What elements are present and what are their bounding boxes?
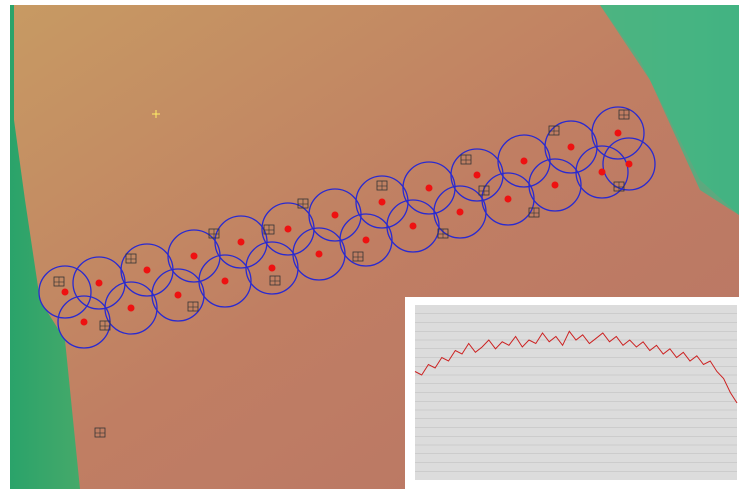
station-dot <box>269 265 276 272</box>
map-view <box>0 0 739 489</box>
station-dot <box>568 144 575 151</box>
station-dot <box>379 199 386 206</box>
station-dot <box>426 185 433 192</box>
station-dot <box>410 223 417 230</box>
station-dot <box>457 209 464 216</box>
station-dot <box>81 319 88 326</box>
station-dot <box>474 172 481 179</box>
station-dot <box>626 161 633 168</box>
station-dot <box>222 278 229 285</box>
station-dot <box>128 305 135 312</box>
station-dot <box>615 130 622 137</box>
profile-inset <box>405 297 739 489</box>
station-dot <box>238 239 245 246</box>
station-dot <box>96 280 103 287</box>
station-dot <box>505 196 512 203</box>
station-dot <box>521 158 528 165</box>
station-dot <box>599 169 606 176</box>
station-dot <box>552 182 559 189</box>
station-dot <box>175 292 182 299</box>
station-dot <box>62 289 69 296</box>
station-dot <box>363 237 370 244</box>
station-dot <box>332 212 339 219</box>
station-dot <box>144 267 151 274</box>
station-dot <box>191 253 198 260</box>
station-dot <box>285 226 292 233</box>
station-dot <box>316 251 323 258</box>
